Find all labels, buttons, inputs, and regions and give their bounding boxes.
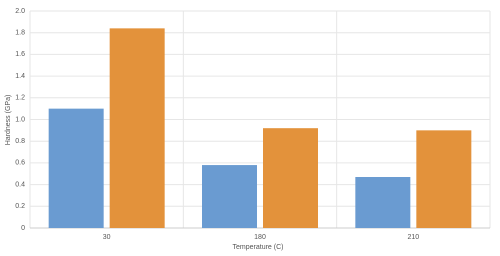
x-tick-label: 180	[254, 234, 266, 241]
bar	[355, 177, 411, 228]
y-tick-label: 1.8	[15, 30, 25, 37]
bar	[263, 128, 318, 228]
bar	[48, 108, 104, 228]
y-tick-label: 1.0	[15, 116, 25, 123]
y-axis-label: Hardness (GPa)	[5, 95, 12, 146]
y-tick-label: 0	[21, 225, 25, 232]
bar	[202, 165, 257, 228]
bar	[109, 28, 165, 228]
x-axis-label: Temperature (C)	[233, 244, 284, 251]
bar	[416, 130, 472, 228]
y-tick-label: 1.4	[15, 73, 25, 80]
x-tick-label: 30	[103, 234, 111, 241]
y-tick-label: 0.4	[15, 181, 25, 188]
y-tick-label: 0.6	[15, 160, 25, 167]
y-tick-label: 1.2	[15, 95, 25, 102]
y-tick-label: 2.0	[15, 8, 25, 15]
y-tick-label: 0.8	[15, 138, 25, 145]
y-tick-label: 0.2	[15, 203, 25, 210]
x-tick-label: 210	[407, 234, 419, 241]
y-tick-label: 1.6	[15, 51, 25, 58]
